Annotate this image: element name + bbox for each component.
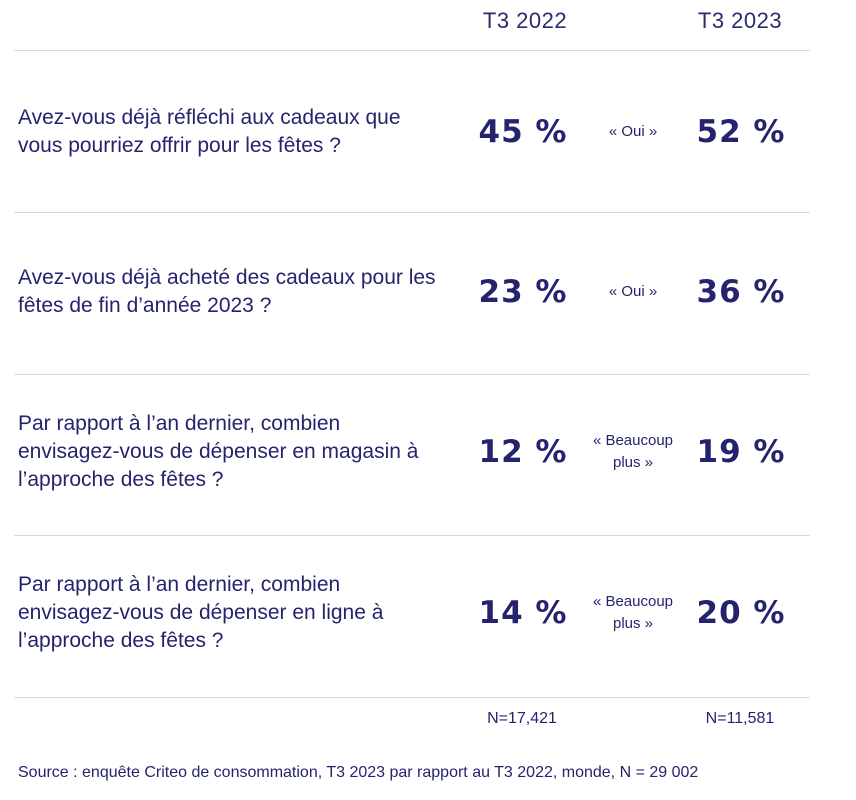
table-row: Par rapport à l’an dernier, combien envi…: [0, 533, 856, 693]
table-row: Avez-vous déjà acheté des cadeaux pour l…: [0, 212, 856, 372]
row-question: Par rapport à l’an dernier, combien envi…: [18, 573, 384, 652]
row-divider: [14, 697, 810, 698]
row-divider: [14, 374, 810, 375]
value-2022: 23 %: [478, 274, 568, 310]
source-note: Source : enquête Criteo de consommation,…: [18, 764, 699, 781]
table-row: Par rapport à l’an dernier, combien envi…: [0, 372, 856, 532]
row-answer-label: « Beaucoup plus »: [592, 593, 674, 632]
sample-size-2022: N=17,421: [487, 710, 557, 727]
value-2023: 52 %: [696, 114, 786, 150]
row-answer-label: « Oui »: [608, 123, 658, 140]
row-divider: [14, 50, 810, 51]
sample-size-2023: N=11,581: [705, 710, 775, 727]
row-question: Avez-vous déjà acheté des cadeaux pour l…: [18, 266, 436, 317]
row-question: Avez-vous déjà réfléchi aux cadeaux que …: [18, 106, 401, 157]
value-2022: 45 %: [478, 114, 568, 150]
column-header-2022: T3 2022: [482, 8, 568, 33]
value-2023: 20 %: [696, 595, 786, 631]
value-2023: 36 %: [696, 274, 786, 310]
value-2022: 12 %: [478, 434, 568, 470]
row-divider: [14, 212, 810, 213]
row-answer-label: « Oui »: [608, 283, 658, 300]
row-answer-label: « Beaucoup plus »: [592, 432, 674, 471]
column-header-2023: T3 2023: [697, 8, 783, 33]
value-2023: 19 %: [696, 434, 786, 470]
value-2022: 14 %: [478, 595, 568, 631]
table-row: Avez-vous déjà réfléchi aux cadeaux que …: [0, 52, 856, 212]
row-question: Par rapport à l’an dernier, combien envi…: [18, 412, 419, 491]
row-divider: [14, 535, 810, 536]
